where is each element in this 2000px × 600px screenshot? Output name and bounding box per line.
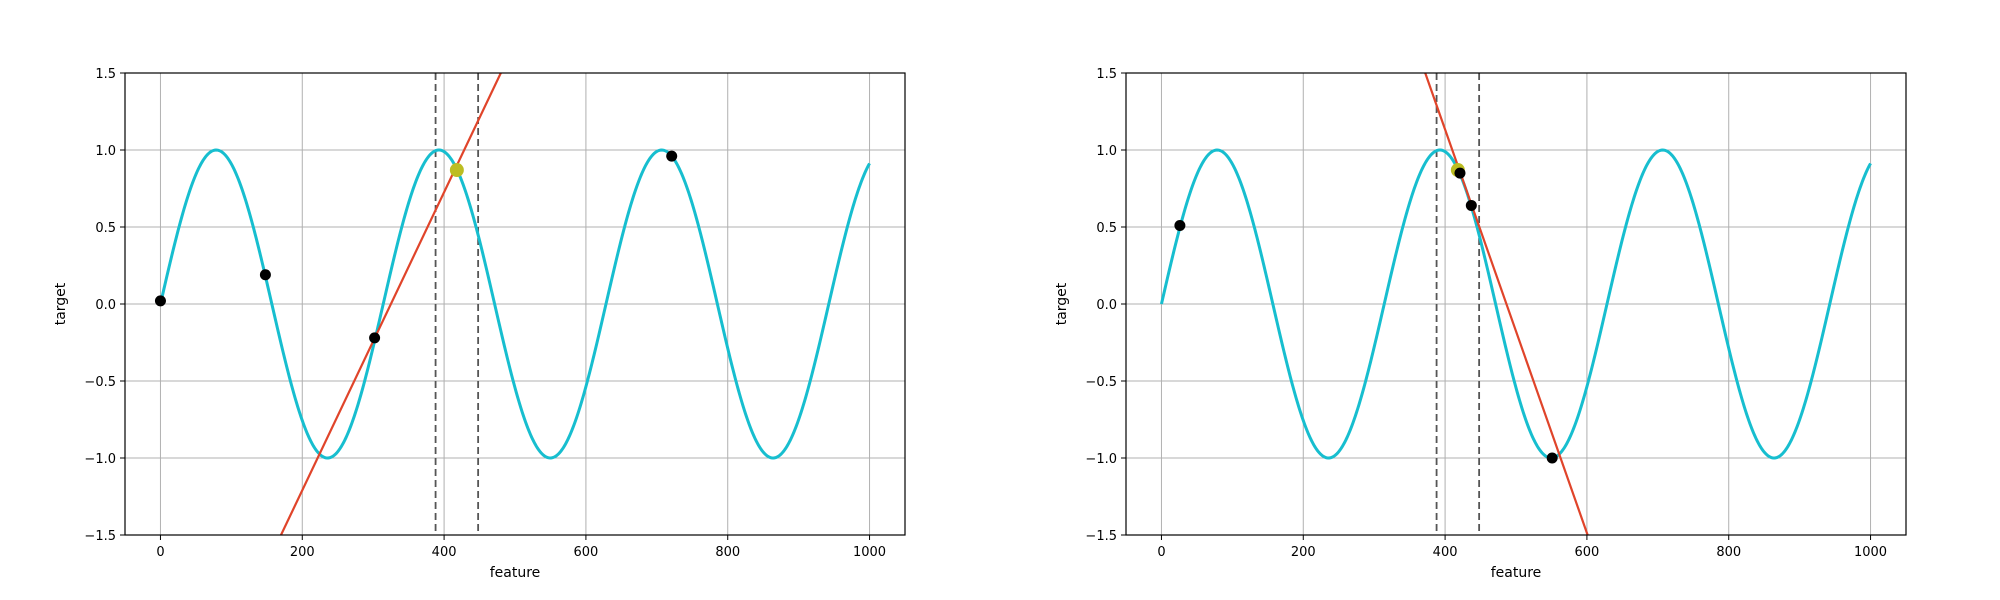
y-tick-label: 1.5 [95,67,116,82]
plot-area [154,73,871,535]
y-tick-label: −1.0 [1085,452,1117,467]
y-tick-label: −0.5 [1085,375,1117,390]
x-tick-label: 0 [1157,545,1165,560]
sample-point [259,269,271,281]
x-tick-label: 800 [715,545,740,560]
y-tick-label: −0.5 [84,375,116,390]
x-tick-label: 600 [1574,545,1599,560]
sample-point [1174,219,1186,231]
chart-panel-2: 0 200 400 600 800 1000 −1.5 −1.0 −0.5 0.0 0.5 1.0 1.… [1054,67,1907,581]
x-tick-label: 600 [573,545,598,560]
sample-point [154,295,166,307]
y-tick-label: −1.0 [84,452,116,467]
sample-point [1465,199,1477,211]
x-tick-label: 400 [432,545,457,560]
sample-point [1546,452,1558,464]
x-tick-label: 0 [156,545,164,560]
sine-curve [158,148,871,460]
x-tick-label: 1000 [1854,545,1887,560]
x-axis-label: feature [490,565,541,581]
y-axis-label: target [53,282,69,325]
y-axis-label: target [1054,282,1070,325]
x-tick-label: 1000 [853,545,886,560]
sample-point [666,150,678,162]
y-tick-label: 1.0 [1096,144,1117,159]
y-tick-label: 0.5 [95,221,116,236]
y-tick-label: 1.0 [95,144,116,159]
x-tick-label: 800 [1716,545,1741,560]
y-tick-label: 0.0 [95,298,116,313]
x-tick-label: 400 [1433,545,1458,560]
sample-point [1454,167,1466,179]
y-tick-label: 0.0 [1096,298,1117,313]
sample-point [369,332,381,344]
y-tick-label: −1.5 [1085,529,1117,544]
sine-curve [1159,148,1872,460]
x-axis-label: feature [1491,565,1542,581]
query-point [449,163,464,178]
chart-panel-1: 0 200 400 600 800 1000 −1.5 −1.0 −0.5 0.0 0.5 1.0 1.… [53,67,906,581]
y-tick-label: −1.5 [84,529,116,544]
x-tick-label: 200 [290,545,315,560]
plot-area [1159,73,1872,535]
x-tick-label: 200 [1291,545,1316,560]
fit-line [1424,73,1589,535]
y-tick-label: 0.5 [1096,221,1117,236]
y-tick-label: 1.5 [1096,67,1117,82]
fit-line [280,73,502,535]
